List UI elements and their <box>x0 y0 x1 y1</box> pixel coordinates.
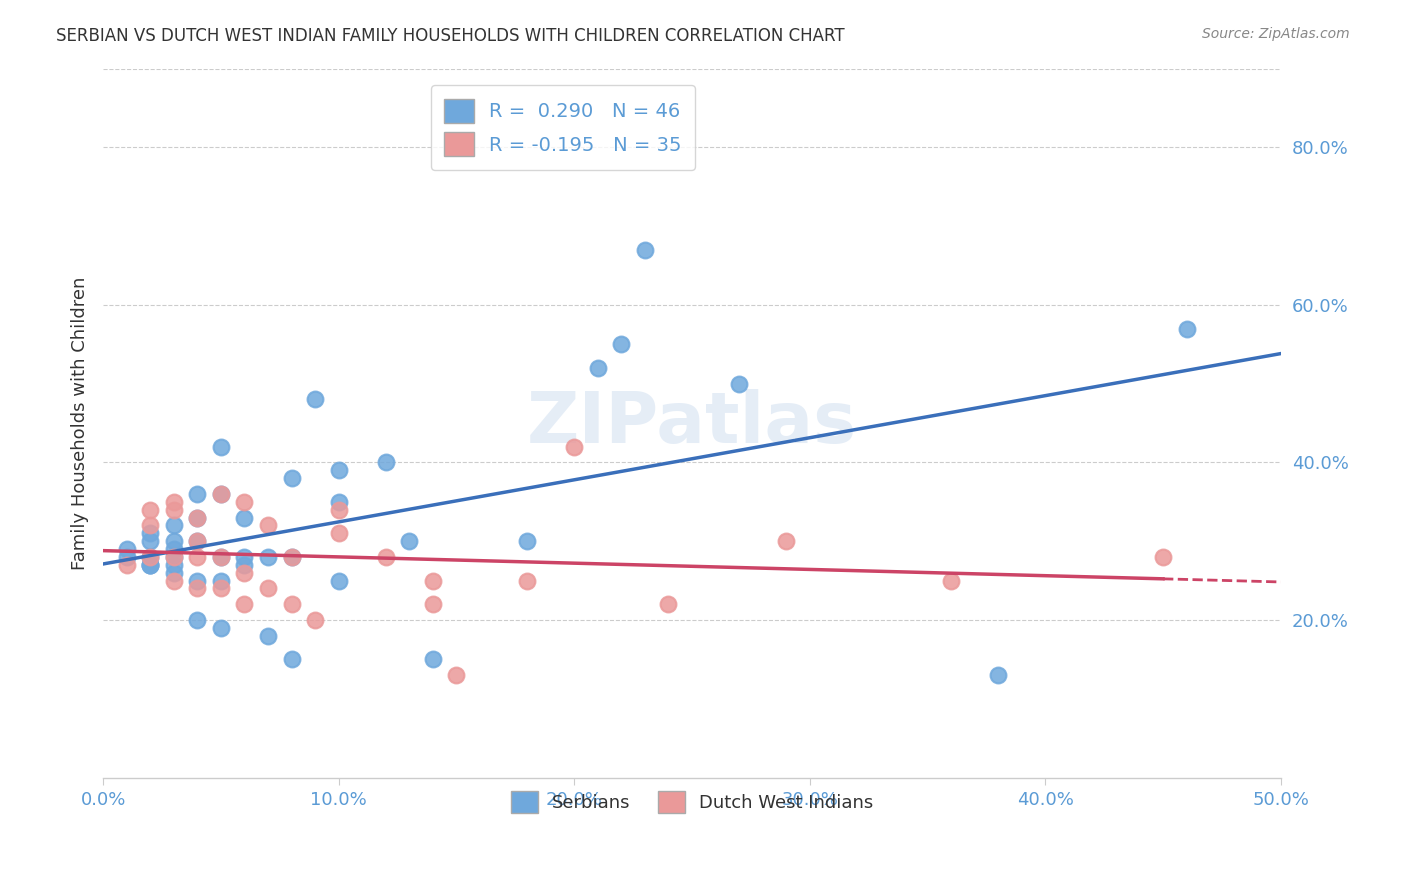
Point <box>209 549 232 564</box>
Point <box>446 668 468 682</box>
Point <box>257 629 280 643</box>
Point <box>186 534 208 549</box>
Point <box>280 652 302 666</box>
Point <box>115 542 138 557</box>
Point <box>610 337 633 351</box>
Point <box>634 243 657 257</box>
Point <box>516 574 538 588</box>
Point <box>233 510 256 524</box>
Point <box>209 621 232 635</box>
Point <box>374 455 396 469</box>
Point <box>939 574 962 588</box>
Point <box>987 668 1010 682</box>
Point <box>422 652 444 666</box>
Point <box>280 549 302 564</box>
Point <box>163 549 186 564</box>
Point <box>186 582 208 596</box>
Point <box>139 558 162 572</box>
Point <box>209 582 232 596</box>
Point <box>422 574 444 588</box>
Point <box>186 574 208 588</box>
Point <box>209 549 232 564</box>
Point <box>586 360 609 375</box>
Legend: Serbians, Dutch West Indians: Serbians, Dutch West Indians <box>498 778 886 825</box>
Point <box>163 502 186 516</box>
Point <box>209 487 232 501</box>
Y-axis label: Family Households with Children: Family Households with Children <box>72 277 89 570</box>
Point <box>328 502 350 516</box>
Point <box>209 487 232 501</box>
Text: ZIPatlas: ZIPatlas <box>527 389 858 458</box>
Point <box>233 558 256 572</box>
Point <box>328 526 350 541</box>
Point <box>304 392 326 407</box>
Point <box>562 440 585 454</box>
Text: Source: ZipAtlas.com: Source: ZipAtlas.com <box>1202 27 1350 41</box>
Text: SERBIAN VS DUTCH WEST INDIAN FAMILY HOUSEHOLDS WITH CHILDREN CORRELATION CHART: SERBIAN VS DUTCH WEST INDIAN FAMILY HOUS… <box>56 27 845 45</box>
Point <box>775 534 797 549</box>
Point <box>163 566 186 580</box>
Point <box>115 558 138 572</box>
Point <box>209 574 232 588</box>
Point <box>328 495 350 509</box>
Point <box>115 549 138 564</box>
Point <box>139 549 162 564</box>
Point <box>257 549 280 564</box>
Point <box>422 597 444 611</box>
Point <box>374 549 396 564</box>
Point <box>186 534 208 549</box>
Point <box>1175 321 1198 335</box>
Point <box>233 549 256 564</box>
Point <box>398 534 420 549</box>
Point <box>139 534 162 549</box>
Point <box>186 510 208 524</box>
Point <box>139 558 162 572</box>
Point <box>139 549 162 564</box>
Point <box>186 510 208 524</box>
Point <box>280 549 302 564</box>
Point <box>1152 549 1174 564</box>
Point <box>728 376 751 391</box>
Point <box>139 526 162 541</box>
Point <box>657 597 679 611</box>
Point <box>163 549 186 564</box>
Point <box>139 558 162 572</box>
Point <box>257 582 280 596</box>
Point <box>233 566 256 580</box>
Point <box>233 597 256 611</box>
Point <box>304 613 326 627</box>
Point <box>257 518 280 533</box>
Point <box>163 518 186 533</box>
Point <box>139 502 162 516</box>
Point <box>163 534 186 549</box>
Point <box>328 574 350 588</box>
Point <box>163 558 186 572</box>
Point <box>209 440 232 454</box>
Point <box>233 495 256 509</box>
Point <box>516 534 538 549</box>
Point <box>186 613 208 627</box>
Point <box>139 518 162 533</box>
Point <box>280 597 302 611</box>
Point <box>186 487 208 501</box>
Point <box>186 549 208 564</box>
Point <box>163 574 186 588</box>
Point <box>163 542 186 557</box>
Point <box>280 471 302 485</box>
Point <box>163 495 186 509</box>
Point <box>328 463 350 477</box>
